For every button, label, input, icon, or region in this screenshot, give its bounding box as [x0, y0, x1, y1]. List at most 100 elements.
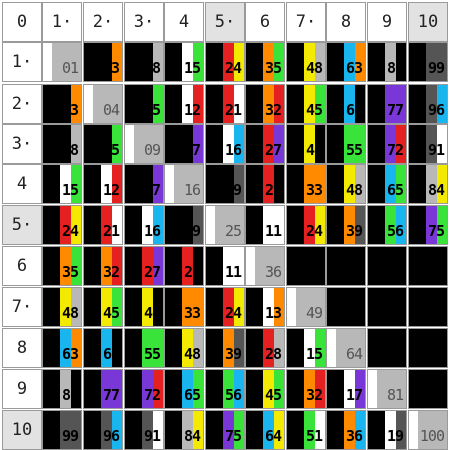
- product-cell-8x8[interactable]: 64: [326, 328, 366, 368]
- product-cell-10x2[interactable]: 96: [83, 410, 123, 450]
- product-cell-9x4[interactable]: 65: [164, 369, 204, 409]
- product-cell-4x9[interactable]: 65: [367, 164, 407, 204]
- product-cell-10x7[interactable]: 51: [286, 410, 326, 450]
- product-cell-9x7[interactable]: 32: [286, 369, 326, 409]
- product-cell-7x8[interactable]: [326, 287, 366, 327]
- product-cell-7x9[interactable]: [367, 287, 407, 327]
- column-header-9[interactable]: 9: [367, 2, 407, 42]
- product-cell-1x3[interactable]: 08: [124, 42, 164, 82]
- product-cell-1x1[interactable]: 01: [42, 42, 82, 82]
- row-header-3[interactable]: 3·: [2, 124, 42, 164]
- product-cell-5x3[interactable]: 16: [124, 205, 164, 245]
- row-header-2[interactable]: 2·: [2, 84, 42, 124]
- product-cell-10x1[interactable]: 99: [42, 410, 82, 450]
- product-cell-4x7[interactable]: 33: [286, 164, 326, 204]
- product-cell-5x4[interactable]: 09: [164, 205, 204, 245]
- product-cell-8x1[interactable]: 63: [42, 328, 82, 368]
- column-header-4[interactable]: 4: [164, 2, 204, 42]
- column-header-6[interactable]: 6: [245, 2, 285, 42]
- product-cell-5x2[interactable]: 21: [83, 205, 123, 245]
- product-cell-8x10[interactable]: [408, 328, 448, 368]
- product-cell-3x1[interactable]: 08: [42, 124, 82, 164]
- product-cell-8x6[interactable]: 28: [245, 328, 285, 368]
- product-cell-9x8[interactable]: 17: [326, 369, 366, 409]
- row-header-10[interactable]: 10: [2, 410, 42, 450]
- product-cell-3x4[interactable]: 07: [164, 124, 204, 164]
- product-cell-10x8[interactable]: 36: [326, 410, 366, 450]
- column-header-7[interactable]: 7·: [286, 2, 326, 42]
- product-cell-6x5[interactable]: 11: [205, 246, 245, 286]
- product-cell-7x7[interactable]: 49: [286, 287, 326, 327]
- product-cell-6x3[interactable]: 27: [124, 246, 164, 286]
- product-cell-3x6[interactable]: 27: [245, 124, 285, 164]
- product-cell-7x4[interactable]: 33: [164, 287, 204, 327]
- product-cell-3x3[interactable]: 09: [124, 124, 164, 164]
- product-cell-5x10[interactable]: 75: [408, 205, 448, 245]
- product-cell-2x6[interactable]: 32: [245, 84, 285, 124]
- product-cell-1x8[interactable]: 63: [326, 42, 366, 82]
- product-cell-3x2[interactable]: 05: [83, 124, 123, 164]
- product-cell-5x7[interactable]: 24: [286, 205, 326, 245]
- product-cell-8x5[interactable]: 39: [205, 328, 245, 368]
- product-cell-6x7[interactable]: [286, 246, 326, 286]
- product-cell-10x10[interactable]: 100: [408, 410, 448, 450]
- product-cell-3x5[interactable]: 16: [205, 124, 245, 164]
- product-cell-9x3[interactable]: 72: [124, 369, 164, 409]
- row-header-4[interactable]: 4: [2, 164, 42, 204]
- product-cell-8x9[interactable]: [367, 328, 407, 368]
- row-header-8[interactable]: 8: [2, 328, 42, 368]
- product-cell-10x6[interactable]: 64: [245, 410, 285, 450]
- product-cell-10x9[interactable]: 19: [367, 410, 407, 450]
- product-cell-7x10[interactable]: [408, 287, 448, 327]
- product-cell-6x6[interactable]: 36: [245, 246, 285, 286]
- product-cell-5x8[interactable]: 39: [326, 205, 366, 245]
- product-cell-8x2[interactable]: 60: [83, 328, 123, 368]
- row-header-9[interactable]: 9: [2, 369, 42, 409]
- product-cell-2x5[interactable]: 21: [205, 84, 245, 124]
- product-cell-6x10[interactable]: [408, 246, 448, 286]
- product-cell-4x10[interactable]: 84: [408, 164, 448, 204]
- product-cell-2x1[interactable]: 03: [42, 84, 82, 124]
- product-cell-3x9[interactable]: 72: [367, 124, 407, 164]
- product-cell-6x2[interactable]: 32: [83, 246, 123, 286]
- product-cell-9x5[interactable]: 56: [205, 369, 245, 409]
- product-cell-4x6[interactable]: 20: [245, 164, 285, 204]
- product-cell-6x9[interactable]: [367, 246, 407, 286]
- product-cell-10x3[interactable]: 91: [124, 410, 164, 450]
- product-cell-2x10[interactable]: 96: [408, 84, 448, 124]
- product-cell-4x4[interactable]: 16: [164, 164, 204, 204]
- product-cell-1x4[interactable]: 15: [164, 42, 204, 82]
- product-cell-4x3[interactable]: 07: [124, 164, 164, 204]
- product-cell-2x4[interactable]: 12: [164, 84, 204, 124]
- column-header-10[interactable]: 10: [408, 2, 448, 42]
- column-header-8[interactable]: 8: [326, 2, 366, 42]
- product-cell-1x5[interactable]: 24: [205, 42, 245, 82]
- product-cell-9x1[interactable]: 80: [42, 369, 82, 409]
- product-cell-7x2[interactable]: 45: [83, 287, 123, 327]
- row-header-5[interactable]: 5·: [2, 205, 42, 245]
- product-cell-1x10[interactable]: 99: [408, 42, 448, 82]
- product-cell-8x7[interactable]: 15: [286, 328, 326, 368]
- product-cell-2x9[interactable]: 77: [367, 84, 407, 124]
- column-header-5[interactable]: 5·: [205, 2, 245, 42]
- product-cell-3x8[interactable]: 55: [326, 124, 366, 164]
- product-cell-3x7[interactable]: 40: [286, 124, 326, 164]
- product-cell-6x8[interactable]: [326, 246, 366, 286]
- row-header-7[interactable]: 7·: [2, 287, 42, 327]
- product-cell-5x6[interactable]: 11: [245, 205, 285, 245]
- product-cell-6x1[interactable]: 35: [42, 246, 82, 286]
- product-cell-10x5[interactable]: 75: [205, 410, 245, 450]
- product-cell-5x9[interactable]: 56: [367, 205, 407, 245]
- product-cell-3x10[interactable]: 91: [408, 124, 448, 164]
- column-header-1[interactable]: 1·: [42, 2, 82, 42]
- product-cell-7x3[interactable]: 40: [124, 287, 164, 327]
- product-cell-1x7[interactable]: 48: [286, 42, 326, 82]
- product-cell-1x9[interactable]: 80: [367, 42, 407, 82]
- product-cell-9x2[interactable]: 77: [83, 369, 123, 409]
- product-cell-4x2[interactable]: 12: [83, 164, 123, 204]
- product-cell-7x6[interactable]: 13: [245, 287, 285, 327]
- product-cell-2x7[interactable]: 45: [286, 84, 326, 124]
- product-cell-2x3[interactable]: 05: [124, 84, 164, 124]
- product-cell-4x5[interactable]: 09: [205, 164, 245, 204]
- product-cell-4x8[interactable]: 48: [326, 164, 366, 204]
